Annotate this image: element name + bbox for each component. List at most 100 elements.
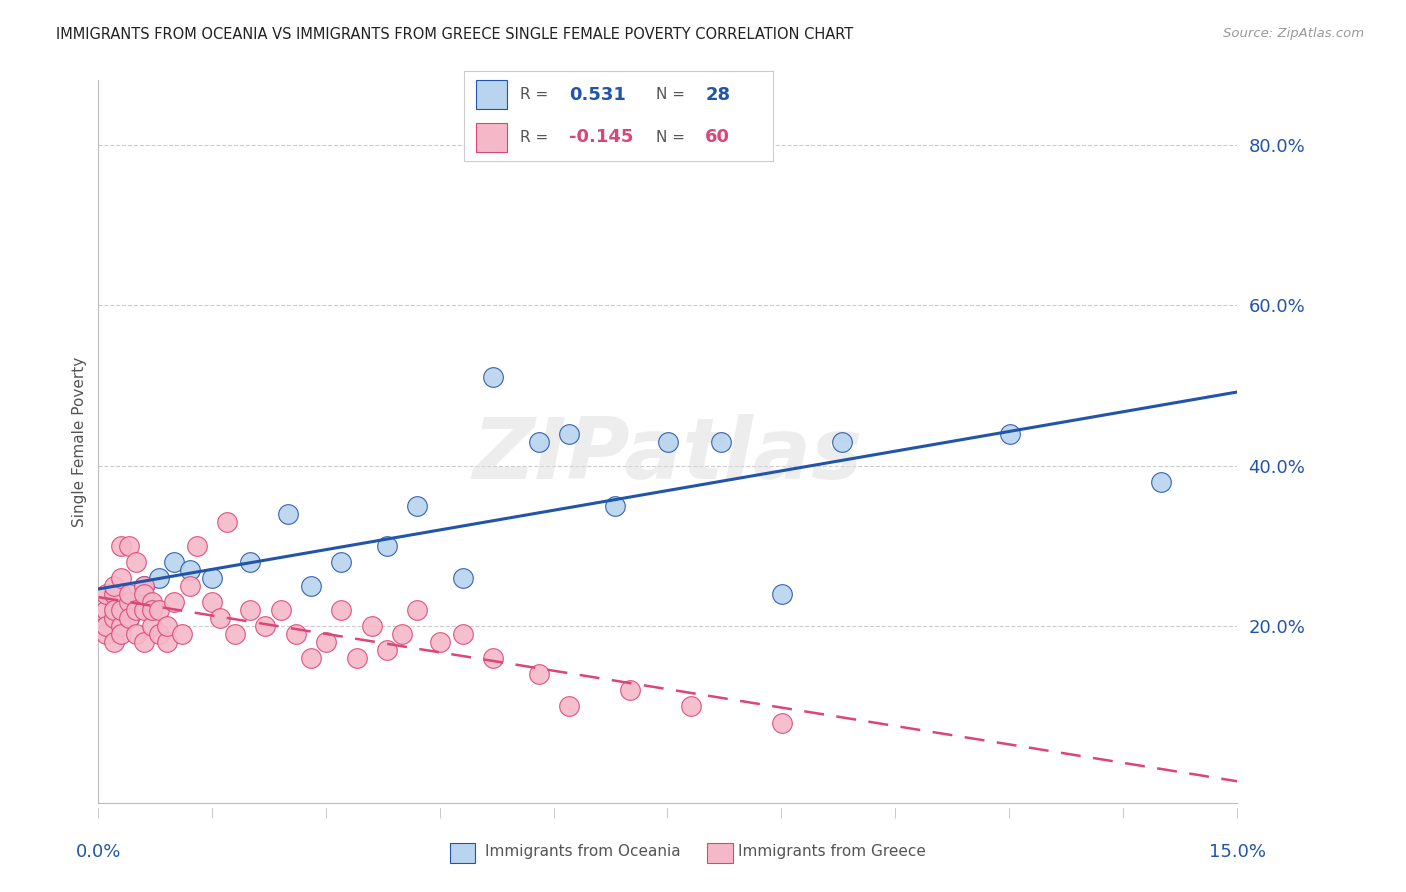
Point [156,635,179,649]
Point [141,603,163,617]
Point [110,539,132,553]
Point [186,539,208,553]
Point [156,619,179,633]
Point [831,434,853,449]
Point [330,555,353,569]
Point [299,579,322,593]
Point [527,667,550,681]
Point [270,603,292,617]
Point [132,635,155,649]
Point [103,603,125,617]
Point [118,595,141,609]
Point [391,627,413,641]
Point [201,571,224,585]
Point [482,370,505,384]
Point [360,619,382,633]
Point [103,587,125,601]
Point [118,611,141,625]
Text: |: | [1008,807,1011,818]
Point [1150,475,1173,489]
Point [277,507,299,521]
Bar [477,80,508,109]
Point [132,603,155,617]
Text: |: | [1236,807,1239,818]
Point [254,619,277,633]
Point [103,579,125,593]
Text: |: | [325,807,328,818]
Text: Immigrants from Oceania: Immigrants from Oceania [485,845,681,859]
Point [94,627,117,641]
Bar [477,123,508,152]
Point [94,619,117,633]
Point [224,627,246,641]
Point [94,603,117,617]
Point [132,579,155,593]
Point [284,627,307,641]
Text: |: | [1122,807,1125,818]
Point [208,611,231,625]
Point [110,587,132,601]
Point [375,643,398,657]
Text: IMMIGRANTS FROM OCEANIA VS IMMIGRANTS FROM GREECE SINGLE FEMALE POVERTY CORRELAT: IMMIGRANTS FROM OCEANIA VS IMMIGRANTS FR… [56,27,853,42]
Text: 0.531: 0.531 [569,86,626,103]
Point [110,619,132,633]
Point [770,587,793,601]
Text: Immigrants from Greece: Immigrants from Greece [738,845,927,859]
Point [679,699,702,714]
Point [998,426,1021,441]
Point [148,627,170,641]
Text: 28: 28 [706,86,730,103]
Text: |: | [780,807,783,818]
Text: ZIPatlas: ZIPatlas [472,415,863,498]
Point [141,595,163,609]
Point [94,587,117,601]
Point [148,603,170,617]
Text: R =: R = [520,130,548,145]
Text: |: | [439,807,441,818]
Point [315,635,337,649]
Text: N =: N = [655,130,685,145]
Point [710,434,733,449]
Point [125,595,148,609]
Point [103,635,125,649]
Point [239,603,262,617]
Text: -0.145: -0.145 [569,128,634,146]
Point [110,603,132,617]
Point [406,603,429,617]
Text: |: | [666,807,669,818]
Point [179,579,201,593]
Point [103,611,125,625]
Text: R =: R = [520,87,548,102]
Text: Source: ZipAtlas.com: Source: ZipAtlas.com [1223,27,1364,40]
Point [141,603,163,617]
Point [429,635,451,649]
Point [657,434,679,449]
Point [558,426,581,441]
Point [217,515,239,529]
Point [603,499,626,513]
Point [132,587,155,601]
Text: |: | [97,807,100,818]
Point [110,571,132,585]
Point [239,555,262,569]
Point [346,651,368,665]
Y-axis label: Single Female Poverty: Single Female Poverty [72,357,87,526]
Text: |: | [553,807,555,818]
Point [201,595,224,609]
Text: 60: 60 [706,128,730,146]
Point [110,627,132,641]
Text: N =: N = [655,87,685,102]
Point [118,587,141,601]
Point [330,603,353,617]
Point [619,683,641,698]
Point [375,539,398,553]
Point [125,603,148,617]
Point [141,619,163,633]
Point [103,603,125,617]
Point [558,699,581,714]
Point [125,555,148,569]
Point [406,499,429,513]
Point [163,595,186,609]
Point [163,555,186,569]
Text: |: | [211,807,214,818]
